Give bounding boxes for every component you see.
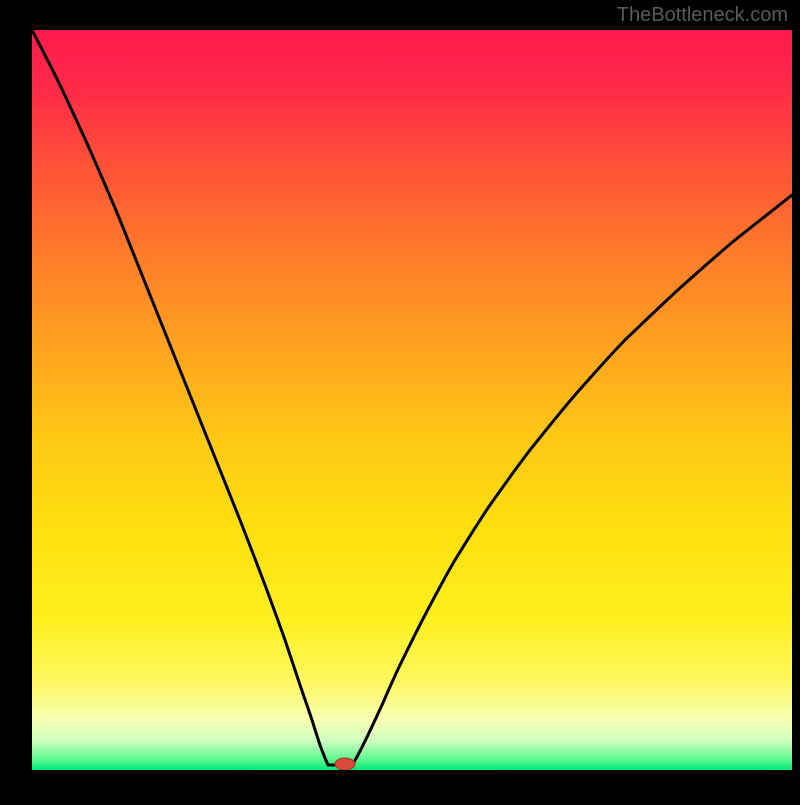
optimum-marker	[335, 758, 355, 770]
chart-background	[32, 30, 792, 770]
chart-container	[0, 0, 800, 800]
watermark-text: TheBottleneck.com	[617, 4, 788, 27]
bottleneck-chart	[0, 0, 800, 800]
